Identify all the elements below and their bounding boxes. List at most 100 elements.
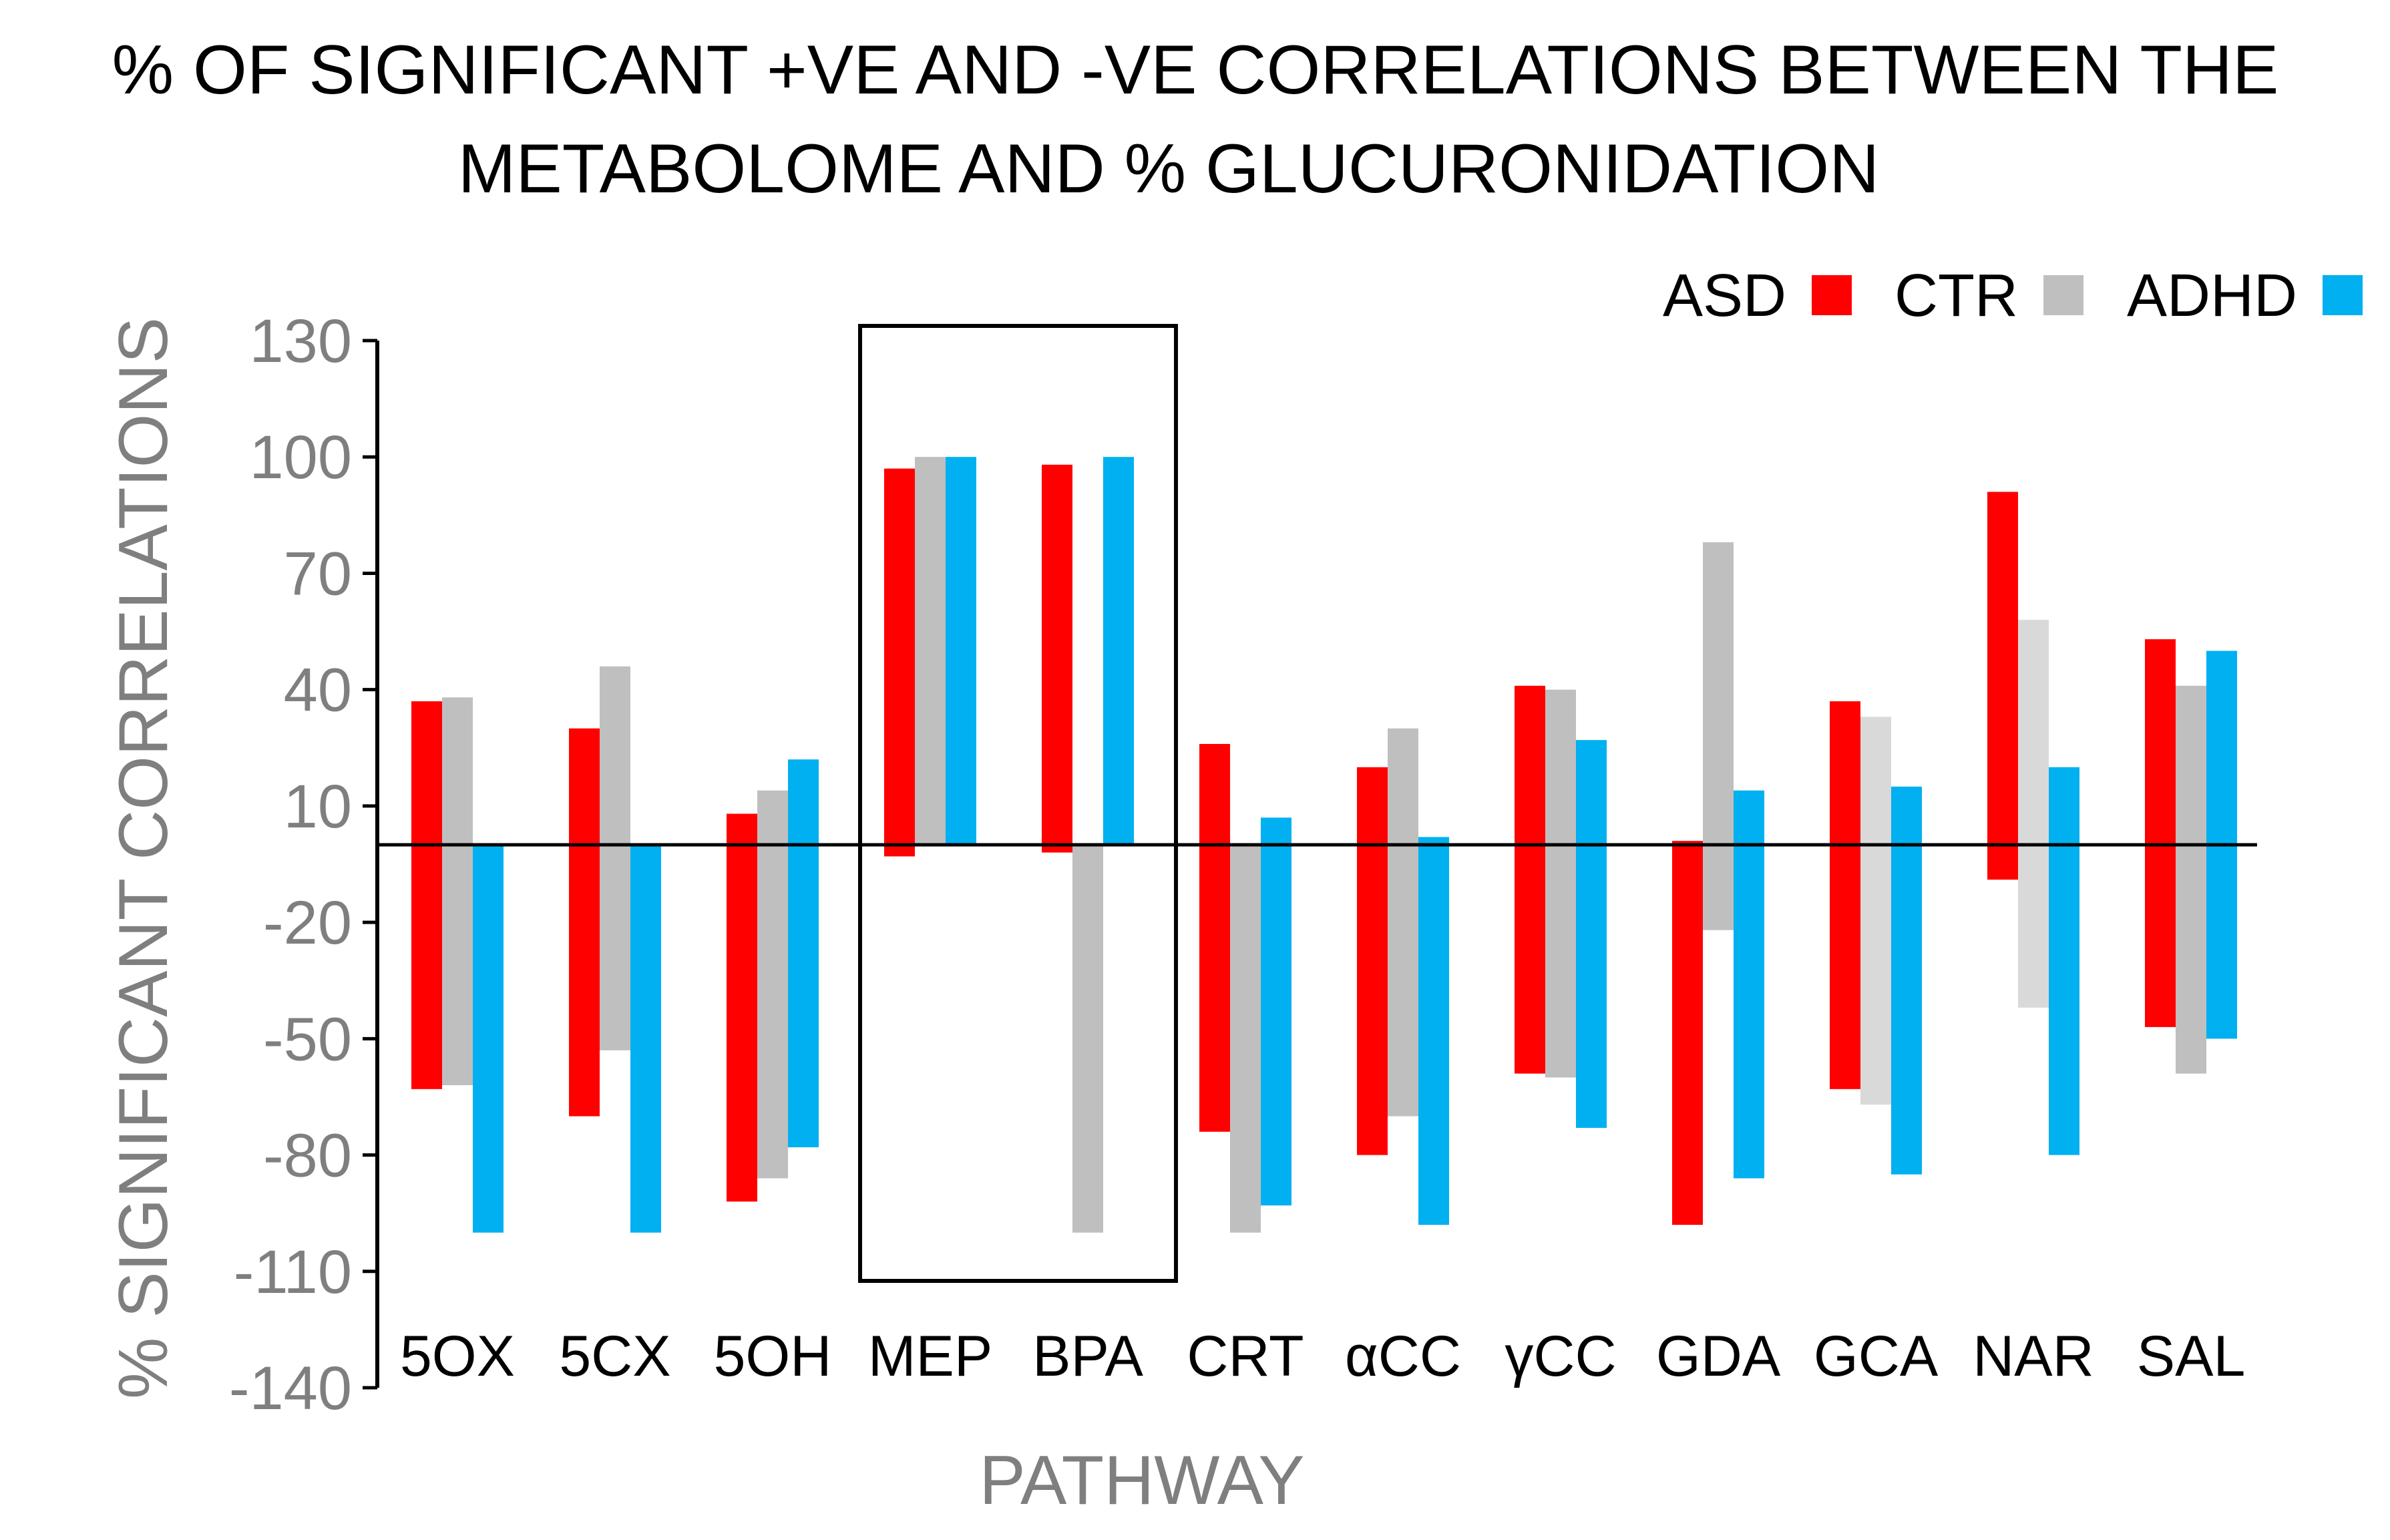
legend-swatch-asd xyxy=(1812,275,1852,315)
category-label-gda: GDA xyxy=(1656,1324,1781,1388)
bars xyxy=(411,457,2237,1233)
category-label-cc: γCC xyxy=(1505,1324,1616,1388)
bar-asd-sal-positive xyxy=(2145,639,2176,845)
bar-adhd-sal-negative xyxy=(2206,844,2237,1039)
bar-ctr-5cx-positive xyxy=(600,666,630,845)
bar-adhd-crt-negative xyxy=(1261,844,1291,1206)
category-label-bpa: BPA xyxy=(1032,1324,1143,1388)
y-tick-label: 100 xyxy=(250,423,353,492)
bar-adhd-nar-positive xyxy=(2049,767,2079,845)
bar-adhd-5oh-negative xyxy=(788,844,819,1147)
legend-label-adhd: ADHD xyxy=(2127,262,2297,329)
bar-asd-sal-negative xyxy=(2145,844,2176,1027)
y-tick-label: -110 xyxy=(234,1238,352,1306)
y-tick-label: -140 xyxy=(229,1354,352,1422)
bar-adhd-gca-negative xyxy=(1891,844,1922,1175)
bar-ctr-sal-positive xyxy=(2176,685,2206,845)
bar-asd-crt-negative xyxy=(1199,844,1230,1132)
bar-adhd-5cx-negative xyxy=(630,844,661,1233)
bar-asd-nar-negative xyxy=(1987,844,2018,880)
bar-adhd-cc-negative xyxy=(1418,844,1449,1225)
bar-asd-gca-positive xyxy=(1830,701,1860,845)
bar-ctr-crt-negative xyxy=(1230,844,1261,1233)
bar-ctr-5oh-negative xyxy=(757,844,788,1179)
category-label-5oh: 5OH xyxy=(714,1324,832,1388)
bar-ctr-gda-negative xyxy=(1703,844,1734,930)
x-axis-title: PATHWAY xyxy=(979,1442,1304,1519)
bar-asd-crt-positive xyxy=(1199,743,1230,845)
bar-adhd-nar-negative xyxy=(2049,844,2079,1155)
y-tick-label: 40 xyxy=(284,656,352,725)
legend-label-asd: ASD xyxy=(1663,262,1786,329)
y-axis-title: % SIGNIFICANT CORRELATIONS xyxy=(105,317,182,1399)
highlight-box xyxy=(858,324,1178,1283)
category-label-5cx: 5CX xyxy=(559,1324,670,1388)
category-label-5ox: 5OX xyxy=(400,1324,515,1388)
bar-adhd-gda-positive xyxy=(1734,790,1764,845)
bar-ctr-gda-positive xyxy=(1703,542,1734,845)
x-axis-category-labels: 5OX 5CX 5OH MEP BPA CRT αCC γCC GDA GCA NAR SAL xyxy=(400,1324,2245,1388)
bar-asd-5ox-negative xyxy=(411,844,442,1089)
legend-swatch-adhd xyxy=(2323,275,2363,315)
bar-asd-5ox-positive xyxy=(411,701,442,845)
bar-ctr-mep-positive xyxy=(915,457,946,845)
bar-adhd-cc-positive xyxy=(1418,837,1449,845)
bar-adhd-5oh-positive xyxy=(788,759,819,845)
bar-adhd-gda-negative xyxy=(1734,844,1764,1179)
bar-ctr-cc-positive xyxy=(1388,728,1418,845)
bar-ctr-nar-negative xyxy=(2018,844,2049,1008)
bar-asd-5oh-negative xyxy=(727,844,757,1202)
bar-ctr-bpa-negative xyxy=(1072,844,1103,1233)
bar-adhd-crt-positive xyxy=(1261,817,1291,845)
bar-ctr-5ox-negative xyxy=(442,844,473,1086)
y-axis-ticks: 130 100 70 40 10 -20 -50 -80 -110 -140 xyxy=(229,307,377,1422)
category-label-crt: CRT xyxy=(1187,1324,1304,1388)
category-label-nar: NAR xyxy=(1973,1324,2094,1388)
bar-adhd-cc-negative xyxy=(1576,844,1607,1128)
bar-adhd-gca-positive xyxy=(1891,786,1922,845)
bar-asd-cc-positive xyxy=(1515,685,1545,845)
bar-adhd-cc-positive xyxy=(1576,740,1607,845)
bar-asd-5oh-positive xyxy=(727,813,757,845)
bar-ctr-5ox-positive xyxy=(442,697,473,845)
bar-ctr-sal-negative xyxy=(2176,844,2206,1074)
bar-ctr-nar-positive xyxy=(2018,620,2049,845)
bar-ctr-cc-negative xyxy=(1545,844,1576,1078)
bar-asd-mep-negative xyxy=(884,844,915,857)
category-label-cc: αCC xyxy=(1345,1324,1461,1388)
y-tick-label: 10 xyxy=(284,773,352,841)
bar-ctr-5cx-negative xyxy=(600,844,630,1050)
y-tick-label: -50 xyxy=(263,1005,352,1073)
bar-asd-mep-positive xyxy=(884,468,915,845)
y-tick-label: 70 xyxy=(284,540,352,608)
bar-adhd-sal-positive xyxy=(2206,650,2237,845)
bar-asd-cc-negative xyxy=(1357,844,1388,1155)
bar-ctr-gca-negative xyxy=(1860,844,1891,1105)
bar-asd-bpa-negative xyxy=(1042,844,1072,853)
category-label-gca: GCA xyxy=(1814,1324,1939,1388)
legend-label-ctr: CTR xyxy=(1895,262,2018,329)
bar-ctr-cc-negative xyxy=(1388,844,1418,1117)
chart-title-line-1: % OF SIGNIFICANT +VE AND -VE CORRELATION… xyxy=(112,31,2279,109)
bar-adhd-mep-positive xyxy=(946,457,976,845)
bar-adhd-5ox-negative xyxy=(473,844,504,1233)
bar-ctr-cc-positive xyxy=(1545,689,1576,845)
legend: ASD CTR ADHD xyxy=(1663,262,2363,329)
y-tick-label: -20 xyxy=(263,889,352,957)
bar-asd-nar-positive xyxy=(1987,492,2018,845)
bar-asd-bpa-positive xyxy=(1042,464,1072,845)
bar-ctr-gca-positive xyxy=(1860,717,1891,845)
y-tick-label: -80 xyxy=(263,1122,352,1190)
bar-asd-5cx-positive xyxy=(569,728,600,845)
bar-asd-cc-positive xyxy=(1357,767,1388,845)
bar-asd-cc-negative xyxy=(1515,844,1545,1074)
bar-ctr-5oh-positive xyxy=(757,790,788,845)
category-label-sal: SAL xyxy=(2137,1324,2246,1388)
chart-title-line-2: METABOLOME AND % GLUCURONIDATION xyxy=(458,130,1879,208)
category-label-mep: MEP xyxy=(868,1324,992,1388)
bar-asd-gda-negative xyxy=(1672,844,1703,1225)
bar-asd-5cx-negative xyxy=(569,844,600,1117)
bar-adhd-bpa-positive xyxy=(1103,457,1134,845)
chart-title: % OF SIGNIFICANT +VE AND -VE CORRELATION… xyxy=(112,31,2279,208)
